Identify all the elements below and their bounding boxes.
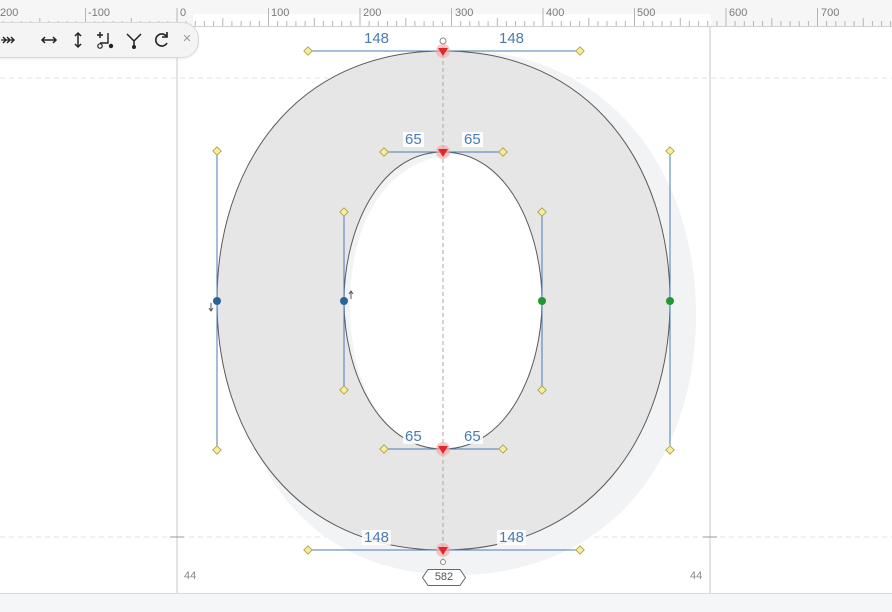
off-curve-handle[interactable] [339,207,349,217]
off-curve-handle[interactable] [575,545,585,555]
ruler-label: 200 [0,7,19,19]
top-inner-extremum-node[interactable] [438,149,448,157]
top-outer-extremum-node[interactable] [438,48,448,56]
dimension-label: 148 [497,30,527,47]
dimension-label: 65 [462,131,483,148]
ruler-label: 300 [455,7,474,19]
bottom-inner-extremum-node[interactable] [438,446,448,454]
merge-icon [126,33,142,49]
close-toolbar-button[interactable]: × [182,30,192,47]
status-bar [0,593,892,612]
left-sidebearing-label: 44 [184,570,197,582]
expand-icon [1,36,15,44]
off-curve-handle[interactable] [498,444,508,454]
start-point-marker[interactable] [439,37,447,45]
bottom-outer-extremum-node[interactable] [438,547,448,555]
advance-width-badge[interactable]: 582 [422,569,466,586]
right-sidebearing-label: 44 [690,570,703,582]
ruler-label: 0 [180,7,187,19]
dimension-label: 65 [403,131,424,148]
add-node-button[interactable] [94,28,118,52]
off-curve-handle[interactable] [303,545,313,555]
dimension-label: 148 [362,30,392,47]
inner-left-node[interactable] [340,297,348,305]
rotate-icon [155,32,168,47]
off-curve-handle[interactable] [339,385,349,395]
ruler-label: 700 [821,7,840,19]
off-curve-handle[interactable] [537,207,547,217]
dimension-label: 65 [403,428,424,445]
off-curve-handle[interactable] [575,46,585,56]
off-curve-handle[interactable] [212,146,222,156]
off-curve-handle[interactable] [303,46,313,56]
flip-vertical-icon [74,31,82,49]
off-curve-handle[interactable] [212,445,222,455]
outer-left-node[interactable] [213,297,221,305]
ruler-label: 500 [637,7,656,19]
ruler-label: 600 [729,7,748,19]
add-node-icon [97,32,114,49]
glyph-canvas[interactable]: 148 148 65 65 65 65 148 148 44 44 582 [0,27,892,593]
off-curve-handle[interactable] [379,444,389,454]
ruler-label: 200 [363,7,382,19]
ruler-label: -100 [88,7,111,19]
rotate-button[interactable] [150,28,174,52]
expand-button[interactable] [0,28,23,52]
ruler-label: 400 [546,7,565,19]
direction-arrow-icon [208,303,214,312]
glyph-editor-svg[interactable] [0,27,892,593]
flip-horizontal-button[interactable] [37,28,61,52]
off-curve-handle[interactable] [379,147,389,157]
merge-nodes-button[interactable] [122,28,146,52]
origin-marker[interactable] [440,559,446,565]
flip-horizontal-icon [40,36,58,44]
outer-right-node[interactable] [666,297,674,305]
ruler-label: 100 [271,7,290,19]
transform-toolbar: × [0,22,199,58]
inner-right-node[interactable] [538,297,546,305]
advance-width-value: 582 [434,571,454,583]
dimension-label: 148 [497,529,527,546]
dimension-label: 148 [362,529,392,546]
flip-vertical-button[interactable] [66,28,90,52]
off-curve-handle[interactable] [665,445,675,455]
off-curve-handle[interactable] [537,385,547,395]
direction-arrow-icon [348,290,354,299]
off-curve-handle[interactable] [498,147,508,157]
dimension-label: 65 [462,428,483,445]
off-curve-handle[interactable] [665,146,675,156]
